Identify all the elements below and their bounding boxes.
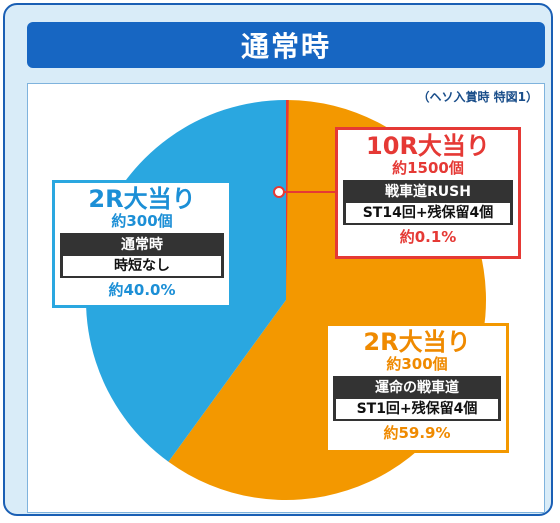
callout-2r-st: 2R大当り 約300個 運命の戦車道 ST1回+残保留4個 約59.9%: [325, 323, 509, 453]
leader-dot-10r: [273, 186, 285, 198]
callout-10r: 10R大当り 約1500個 戦車道RUSH ST14回+残保留4個 約0.1%: [335, 127, 521, 259]
callout-10r-box: 戦車道RUSH ST14回+残保留4個: [343, 180, 513, 225]
callout-10r-detail: ST14回+残保留4個: [346, 203, 510, 223]
chart-note: （ヘソ入賞時 特図1）: [417, 90, 538, 104]
callout-2r-normal-label: 2R大当り: [88, 185, 196, 213]
pie-slice-10r: [286, 100, 289, 300]
callout-10r-mode: 戦車道RUSH: [385, 184, 471, 200]
callout-2r-normal-box: 通常時 時短なし: [60, 233, 224, 278]
callout-10r-percent: 約0.1%: [399, 228, 457, 246]
callout-2r-st-label: 2R大当り: [363, 328, 471, 356]
callout-2r-st-mode: 運命の戦車道: [375, 380, 459, 396]
callout-2r-normal-detail: 時短なし: [63, 256, 221, 276]
chart-panel: （ヘソ入賞時 特図1） 2R大当り 約300個 通常時 時短なし 約40.0% …: [27, 83, 545, 513]
chart-frame: 通常時 （ヘソ入賞時 特図1） 2R大当り 約300個 通常時 時短なし 約40…: [3, 3, 553, 516]
callout-2r-st-payout: 約300個: [386, 355, 448, 373]
callout-10r-payout: 約1500個: [392, 159, 464, 177]
callout-2r-normal-mode: 通常時: [121, 237, 163, 253]
callout-2r-normal-percent: 約40.0%: [108, 281, 176, 299]
callout-2r-st-box: 運命の戦車道 ST1回+残保留4個: [333, 376, 501, 421]
callout-2r-normal-payout: 約300個: [111, 212, 173, 230]
chart-title: 通常時: [27, 22, 545, 68]
callout-2r-normal: 2R大当り 約300個 通常時 時短なし 約40.0%: [52, 180, 232, 308]
callout-10r-label: 10R大当り: [366, 132, 490, 160]
callout-2r-st-percent: 約59.9%: [383, 424, 451, 442]
callout-2r-st-detail: ST1回+残保留4個: [336, 399, 498, 419]
